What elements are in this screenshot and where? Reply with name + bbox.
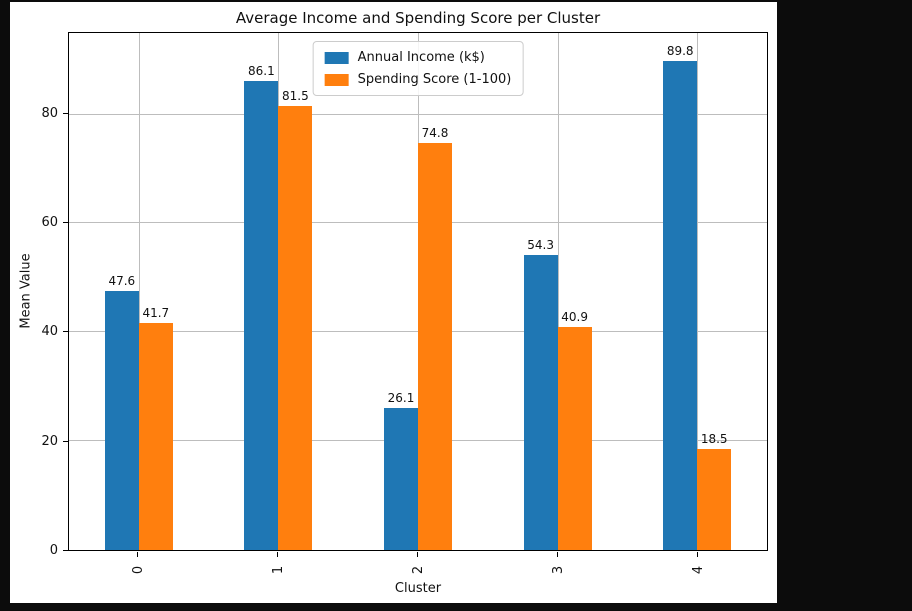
y-tick-mark <box>63 440 68 442</box>
y-tick-label: 20 <box>41 433 58 449</box>
bar-spending-score-1-100-cluster-0: 41.7 <box>138 306 173 550</box>
bar-group-cluster-3: 54.3 40.9 <box>523 33 592 550</box>
legend-swatch-annual-income <box>324 51 349 64</box>
x-tick-label: 4 <box>690 565 706 575</box>
x-tick-label: 2 <box>410 565 426 575</box>
x-tick-mark <box>417 552 418 557</box>
legend-item-spending-score: Spending Score (1-100) <box>324 72 512 87</box>
y-tick-label: 40 <box>41 324 58 340</box>
bar-value-label: 26.1 <box>387 390 415 405</box>
legend-label-spending-score: Spending Score (1-100) <box>357 72 512 87</box>
y-tick-mark <box>63 112 68 114</box>
legend-swatch-spending-score <box>324 73 349 86</box>
x-gridline <box>557 33 559 550</box>
x-tick-label: 1 <box>270 565 286 575</box>
x-tick-label: 3 <box>550 565 566 575</box>
bar-spending-score-1-100-cluster-3: 40.9 <box>557 310 592 550</box>
bar-spending-score-1-100-cluster-4: 18.5 <box>697 432 732 550</box>
bar-value-label: 74.8 <box>421 125 449 140</box>
bar-value-label: 86.1 <box>248 64 275 79</box>
bar-spending-score-1-100-cluster-2: 74.8 <box>418 126 452 550</box>
y-tick-label: 80 <box>41 105 58 121</box>
bar-annual-income-k-cluster-2: 26.1 <box>384 391 418 550</box>
legend-item-annual-income: Annual Income (k$) <box>324 50 512 65</box>
bar-annual-income-k-cluster-1: 86.1 <box>244 64 279 550</box>
y-tick-mark <box>63 331 68 333</box>
bar-value-label: 81.5 <box>282 89 309 104</box>
bar-group-cluster-1: 86.1 81.5 <box>244 33 313 550</box>
bar-value-label: 18.5 <box>700 432 728 447</box>
y-tick-mark <box>63 550 68 551</box>
bar-group-cluster-0: 47.6 41.7 <box>104 33 173 550</box>
x-gridline <box>697 33 699 550</box>
y-tick-label: 60 <box>41 215 58 231</box>
chart-figure: Average Income and Spending Score per Cl… <box>10 2 777 603</box>
x-tick-mark <box>697 552 698 557</box>
x-gridline <box>138 33 140 550</box>
x-axis-label: Cluster <box>394 581 442 596</box>
bar-group-cluster-2: 26.1 74.8 <box>384 33 452 550</box>
bar-value-label: 41.7 <box>142 306 170 321</box>
bar-spending-score-1-100-cluster-1: 81.5 <box>278 89 313 550</box>
bars-layer: 47.6 41.7 86.1 81.5 26.1 74.8 54.3 40.9 89.8 18.5 <box>69 33 767 550</box>
y-tick-labels: 0 20 40 60 80 <box>28 32 68 558</box>
y-tick-label: 0 <box>49 543 58 558</box>
x-tick-mark <box>557 552 558 557</box>
legend-label-annual-income: Annual Income (k$) <box>357 50 485 65</box>
legend: Annual Income (k$) Spending Score (1-100… <box>312 41 524 96</box>
x-tick-mark <box>137 552 138 557</box>
bar-value-label: 47.6 <box>108 273 136 288</box>
plot-area: 47.6 41.7 86.1 81.5 26.1 74.8 54.3 40.9 89.8 18.5… <box>68 32 768 551</box>
y-tick-mark <box>63 222 68 224</box>
bar-value-label: 40.9 <box>561 310 588 325</box>
chart-title: Average Income and Spending Score per Cl… <box>235 9 601 27</box>
bar-annual-income-k-cluster-3: 54.3 <box>523 238 558 550</box>
x-tick-mark <box>277 552 278 557</box>
bar-annual-income-k-cluster-4: 89.8 <box>663 44 698 550</box>
bar-value-label: 89.8 <box>666 44 694 59</box>
x-tick-labels: 0 1 2 3 4 <box>68 552 768 580</box>
x-tick-label: 0 <box>130 565 146 575</box>
bar-value-label: 54.3 <box>527 237 554 252</box>
bar-annual-income-k-cluster-0: 47.6 <box>104 274 139 550</box>
bar-group-cluster-4: 89.8 18.5 <box>663 33 732 550</box>
